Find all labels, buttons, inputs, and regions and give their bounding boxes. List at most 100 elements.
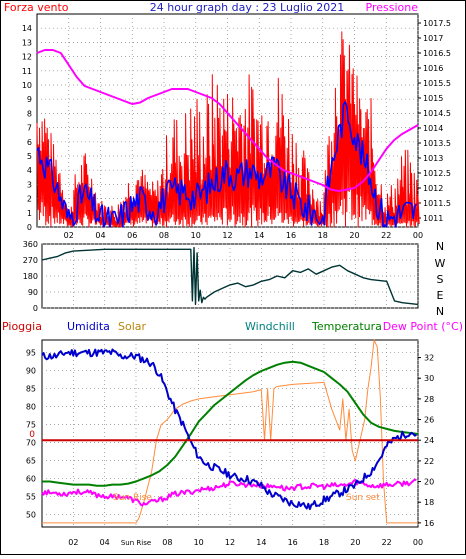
wind-y-tick-label: 13 xyxy=(22,38,32,47)
humidity-y-tick-label: 50 xyxy=(26,510,36,519)
humidity-label: Umidita xyxy=(67,320,110,333)
humidity-y-tick-label: 65 xyxy=(26,456,36,465)
pressure-y-tick-label: 1015.5 xyxy=(423,79,451,88)
pressure-y-tick-label: 1012 xyxy=(423,184,443,193)
pressure-y-tick-label: 1015 xyxy=(423,94,443,103)
windchill-label: Windchill xyxy=(245,320,295,333)
humidity-x-tick-label: 14 xyxy=(256,538,266,547)
temperature-label: Temperatura xyxy=(311,320,382,333)
humidity-y-tick-label: 70 xyxy=(26,438,36,447)
dewpoint-label: Dew Point (°C) xyxy=(383,320,463,333)
wind-x-tick-label: 16 xyxy=(286,231,296,240)
pressure-y-tick-label: 1013.5 xyxy=(423,139,451,148)
humidity-temperature-panel: 5055606570758085909516182022242628303202… xyxy=(26,339,434,547)
humidity-x-tick-label: 00 xyxy=(413,538,423,547)
pressure-y-tick-label: 1017.5 xyxy=(423,19,451,28)
pressure-header-label: Pressione xyxy=(366,1,419,14)
direction-y-tick-label: 0 xyxy=(33,304,38,313)
pressure-y-tick-label: 1016 xyxy=(423,64,443,73)
humidity-x-tick-label: 04 xyxy=(100,538,110,547)
wind-x-tick-label: 02 xyxy=(64,231,74,240)
wind-x-tick-label: 00 xyxy=(413,231,423,240)
wind-y-tick-label: 7 xyxy=(27,124,32,133)
wind-x-tick-label: 18 xyxy=(318,231,328,240)
humidity-x-tick-label: 10 xyxy=(194,538,204,547)
temp-y-tick-label: 32 xyxy=(424,354,434,363)
humidity-x-tick-label: 20 xyxy=(350,538,360,547)
pressure-y-tick-label: 1011 xyxy=(423,214,443,223)
wind-pressure-panel: 0123456789101112131410111011.510121012.5… xyxy=(22,13,451,240)
wind-y-tick-label: 3 xyxy=(27,180,32,189)
pressure-line xyxy=(36,49,419,192)
humidity-y-tick-label: 75 xyxy=(26,421,36,430)
temp-y-tick-label: 28 xyxy=(424,395,434,404)
sun-set-annotation: Sun set xyxy=(346,493,380,503)
wind-y-tick-label: 6 xyxy=(27,138,32,147)
temp-y-tick-label: 16 xyxy=(424,519,434,528)
pressure-y-tick-label: 1011.5 xyxy=(423,199,451,208)
dewpoint-line xyxy=(41,478,417,507)
wind-gust-line xyxy=(36,31,420,228)
dir-letter-n-top: N xyxy=(436,240,444,253)
humidity-y-tick-label: 55 xyxy=(26,492,36,501)
solar-label: Solar xyxy=(118,320,147,333)
humidity-y-tick-label: 60 xyxy=(26,474,36,483)
humidity-x-tick-label: 02 xyxy=(68,538,78,547)
humidity-y-tick-label: 85 xyxy=(26,385,36,394)
humidity-line xyxy=(41,348,417,511)
wind-x-tick-label: 22 xyxy=(381,231,391,240)
wind-y-tick-label: 10 xyxy=(22,81,32,90)
rain-label: Pioggia xyxy=(2,320,42,333)
direction-letters: N W S E N xyxy=(435,240,446,318)
humidity-x-tick-label: 18 xyxy=(319,538,329,547)
temp-y-tick-label: 26 xyxy=(424,416,434,425)
wind-average-line xyxy=(36,101,418,228)
pressure-y-tick-label: 1016.5 xyxy=(423,49,451,58)
humidity-y-tick-label: 95 xyxy=(26,349,36,358)
solar-line xyxy=(42,339,418,524)
wind-y-tick-label: 0 xyxy=(27,223,32,232)
wind-y-tick-label: 2 xyxy=(27,195,32,204)
wind-direction-panel: 0 90 180 270 360 xyxy=(23,240,419,313)
wind-x-tick-label: 20 xyxy=(349,231,359,240)
dir-letter-w: W xyxy=(435,257,446,270)
wind-y-tick-label: 9 xyxy=(27,95,32,104)
humidity-y-tick-label: 90 xyxy=(26,367,36,376)
pressure-y-tick-label: 1013 xyxy=(423,154,443,163)
wind-x-tick-label: 10 xyxy=(191,231,201,240)
wind-y-tick-label: 5 xyxy=(27,152,32,161)
direction-y-tick-label: 90 xyxy=(28,288,38,297)
temp-y-tick-label: 24 xyxy=(424,436,434,445)
chart-title: 24 hour graph day : 23 Luglio 2021 xyxy=(150,1,345,14)
direction-y-tick-label: 270 xyxy=(23,256,38,265)
humidity-x-tick-label: 16 xyxy=(288,538,298,547)
wind-y-tick-label: 14 xyxy=(22,24,32,33)
humidity-x-tick-label: 22 xyxy=(382,538,392,547)
pressure-y-tick-label: 1012.5 xyxy=(423,169,451,178)
temp-y-tick-label: 20 xyxy=(424,478,434,487)
pressure-y-tick-label: 1017 xyxy=(423,34,443,43)
temp-y-tick-label: 30 xyxy=(424,374,434,383)
direction-y-tick-label: 360 xyxy=(23,240,38,249)
wind-y-tick-label: 12 xyxy=(22,53,32,62)
wind-y-tick-label: 11 xyxy=(22,67,32,76)
wind-direction-line xyxy=(41,246,419,306)
pressure-y-tick-label: 1014.5 xyxy=(423,109,451,118)
wind-x-tick-label: 12 xyxy=(222,231,232,240)
wind-y-tick-label: 1 xyxy=(27,209,32,218)
temp-y-tick-label: 22 xyxy=(424,457,434,466)
wind-y-tick-label: 8 xyxy=(27,109,32,118)
dir-letter-n-bottom: N xyxy=(436,305,444,318)
sun-rise-annotation: Sun Rise xyxy=(113,493,152,503)
wind-x-tick-label: 06 xyxy=(127,231,137,240)
humidity-x-tick-label: Sun Rise xyxy=(121,539,151,547)
direction-y-tick-label: 180 xyxy=(23,272,38,281)
humidity-y-tick-label: 80 xyxy=(26,403,36,412)
wind-header-label: Forza vento xyxy=(4,1,69,14)
rain-zero-label: 0 xyxy=(29,430,35,440)
dir-letter-e: E xyxy=(437,289,444,302)
humidity-x-tick-label: 08 xyxy=(162,538,172,547)
wind-x-tick-label: 14 xyxy=(254,231,264,240)
